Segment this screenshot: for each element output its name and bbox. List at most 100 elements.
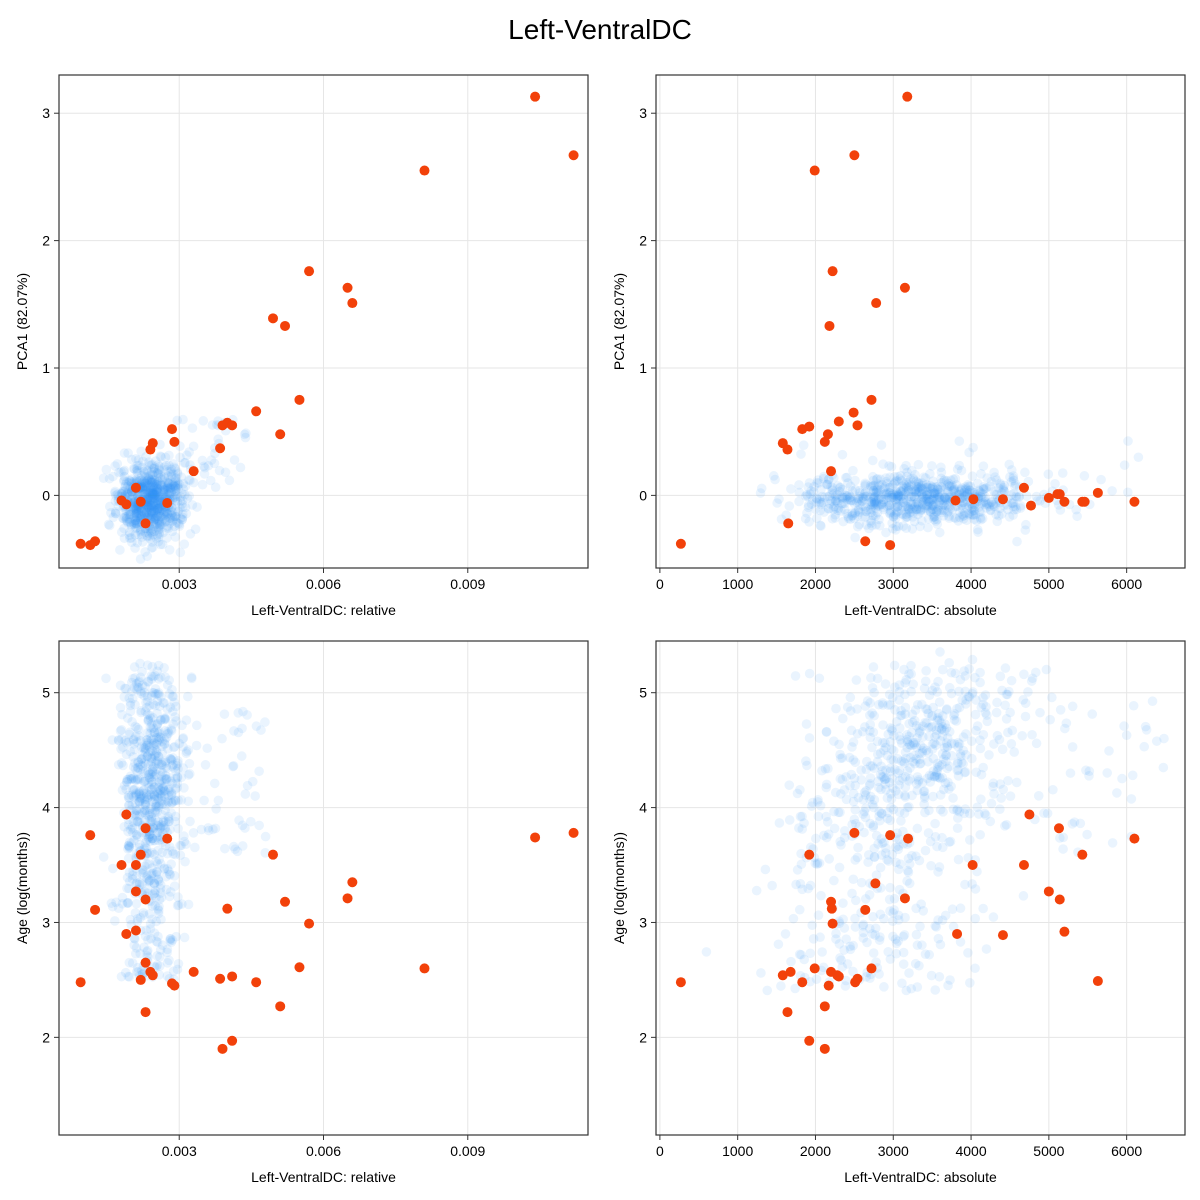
background-point bbox=[143, 507, 154, 518]
background-point bbox=[911, 487, 922, 497]
background-point bbox=[937, 749, 948, 759]
background-point bbox=[901, 753, 911, 764]
highlight-point bbox=[1092, 976, 1103, 987]
background-point bbox=[941, 750, 951, 760]
background-point bbox=[882, 813, 893, 824]
background-point bbox=[986, 476, 997, 487]
background-point bbox=[1072, 511, 1082, 522]
background-point bbox=[148, 470, 158, 481]
background-point bbox=[912, 823, 923, 834]
background-point bbox=[890, 786, 901, 796]
background-point bbox=[149, 488, 160, 499]
background-point bbox=[864, 780, 875, 791]
background-point bbox=[155, 883, 166, 894]
background-point bbox=[145, 924, 156, 934]
background-point bbox=[119, 533, 130, 543]
highlight-point bbox=[227, 971, 238, 982]
background-point bbox=[133, 455, 144, 465]
background-point bbox=[155, 672, 166, 682]
background-point bbox=[237, 820, 248, 831]
background-point bbox=[888, 931, 898, 942]
background-point bbox=[985, 505, 996, 516]
background-point bbox=[164, 489, 174, 500]
background-point bbox=[903, 486, 914, 496]
background-point bbox=[116, 467, 126, 477]
background-point bbox=[885, 505, 896, 516]
background-point bbox=[829, 823, 840, 834]
background-point bbox=[169, 741, 180, 752]
background-point bbox=[941, 738, 952, 748]
background-point bbox=[119, 471, 130, 482]
background-point bbox=[858, 492, 869, 502]
background-point bbox=[141, 509, 152, 519]
background-point bbox=[869, 687, 879, 698]
y-tick-label: 3 bbox=[42, 105, 50, 121]
background-point bbox=[866, 496, 877, 507]
background-point bbox=[917, 515, 927, 526]
background-point bbox=[175, 492, 186, 502]
background-point bbox=[860, 722, 870, 732]
background-point bbox=[151, 936, 162, 947]
background-point bbox=[124, 527, 135, 538]
background-point bbox=[910, 469, 920, 480]
background-point bbox=[152, 832, 162, 842]
background-point bbox=[920, 486, 931, 497]
background-point bbox=[142, 485, 153, 496]
background-point bbox=[938, 499, 948, 510]
background-point bbox=[813, 910, 824, 921]
background-point bbox=[888, 523, 898, 534]
background-point bbox=[188, 477, 199, 488]
background-point bbox=[148, 868, 158, 878]
background-point bbox=[935, 790, 946, 800]
background-point bbox=[874, 935, 885, 945]
highlight-point bbox=[280, 320, 291, 331]
background-point bbox=[922, 482, 932, 493]
background-point bbox=[169, 881, 180, 891]
background-point bbox=[816, 890, 826, 901]
background-point bbox=[141, 697, 151, 708]
background-point bbox=[860, 502, 871, 513]
background-point bbox=[968, 442, 978, 453]
background-point bbox=[960, 804, 971, 814]
background-point bbox=[909, 491, 920, 502]
background-point bbox=[155, 451, 166, 461]
background-point bbox=[229, 726, 239, 736]
x-tick-label: 0.006 bbox=[306, 1143, 341, 1159]
background-point bbox=[846, 495, 856, 506]
background-point bbox=[1001, 819, 1012, 830]
background-point bbox=[845, 692, 856, 703]
background-point bbox=[1147, 696, 1158, 707]
background-point bbox=[163, 728, 174, 738]
background-point bbox=[1015, 503, 1026, 513]
background-point bbox=[130, 516, 141, 526]
background-point bbox=[152, 960, 163, 970]
background-point bbox=[972, 721, 983, 731]
background-point bbox=[145, 509, 155, 520]
background-point bbox=[132, 811, 142, 821]
background-point bbox=[143, 714, 154, 725]
background-point bbox=[850, 922, 861, 932]
background-point bbox=[886, 754, 896, 765]
background-point bbox=[140, 509, 150, 520]
background-point bbox=[183, 691, 193, 702]
background-point bbox=[896, 476, 907, 486]
background-point bbox=[152, 487, 163, 498]
background-point bbox=[903, 867, 914, 878]
background-point bbox=[835, 753, 846, 764]
background-point bbox=[171, 760, 182, 771]
background-point bbox=[186, 672, 197, 682]
background-point bbox=[155, 879, 166, 890]
background-point bbox=[814, 673, 825, 684]
highlight-point bbox=[280, 896, 291, 907]
background-point bbox=[998, 484, 1009, 495]
background-point bbox=[931, 729, 942, 740]
background-point bbox=[1159, 733, 1169, 744]
background-point bbox=[871, 519, 881, 530]
background-point bbox=[943, 502, 954, 512]
background-point bbox=[135, 658, 145, 669]
background-point bbox=[961, 729, 971, 739]
background-point bbox=[172, 497, 183, 507]
background-point bbox=[928, 512, 938, 522]
background-point bbox=[151, 492, 162, 503]
background-point bbox=[124, 793, 135, 803]
